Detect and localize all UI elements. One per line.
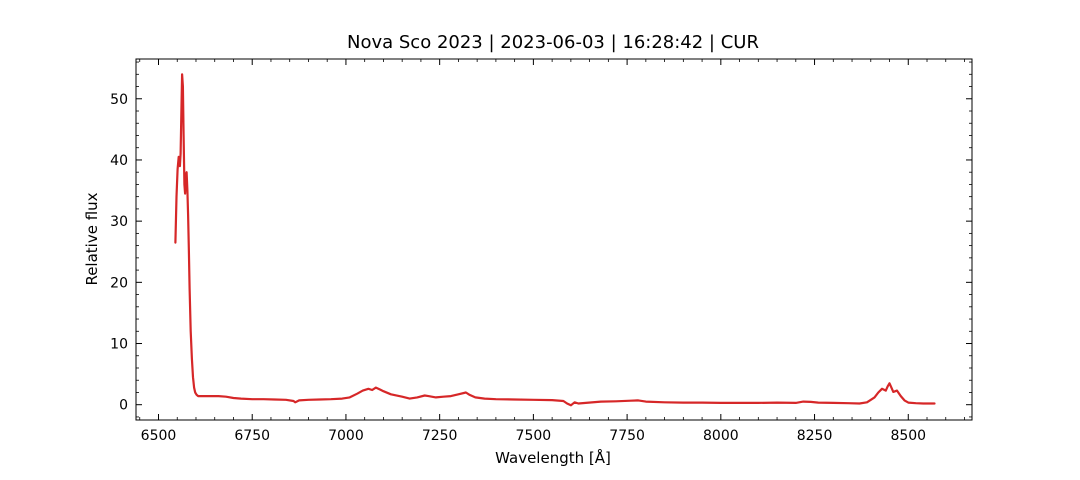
x-tick-label: 7750 (609, 428, 645, 444)
flux-series-line (174, 73, 936, 407)
x-axis-ticks: 6500 6750 7000 7250 7500 7750 8000 8250 8500 (141, 59, 926, 444)
x-tick-label: 6500 (141, 428, 177, 444)
y-tick-label: 40 (110, 153, 128, 169)
plot-frame (135, 58, 973, 421)
y-tick-label: 10 (110, 337, 128, 353)
y-axis-ticks: 0 10 20 30 40 50 (110, 92, 972, 414)
chart-title: Nova Sco 2023 | 2023-06-03 | 16:28:42 | … (347, 32, 759, 53)
x-tick-label: 6750 (234, 428, 270, 444)
x-tick-label: 7500 (516, 428, 552, 444)
y-tick-label: 20 (110, 275, 128, 291)
y-tick-label: 30 (110, 214, 128, 230)
x-tick-label: 8250 (797, 428, 833, 444)
y-tick-label: 0 (119, 398, 128, 414)
x-tick-label: 8500 (890, 428, 926, 444)
minor-ticks (136, 59, 972, 420)
x-tick-label: 7000 (328, 428, 364, 444)
x-tick-label: 7250 (422, 428, 458, 444)
x-axis-label: Wavelength [Å] (495, 448, 611, 467)
x-tick-label: 8000 (703, 428, 739, 444)
y-axis-label: Relative flux (83, 192, 101, 285)
plot-area (174, 73, 936, 407)
y-tick-label: 50 (110, 92, 128, 108)
